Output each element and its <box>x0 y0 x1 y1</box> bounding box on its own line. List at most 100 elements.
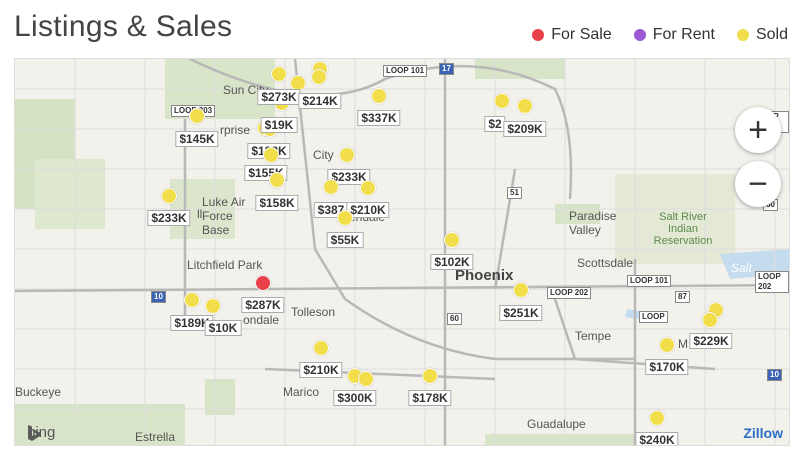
park-area <box>205 379 235 415</box>
place-salt: Salt <box>731 261 752 275</box>
price-tag[interactable]: $273K <box>257 89 301 105</box>
legend-sold: Sold <box>736 26 788 44</box>
sold-marker[interactable] <box>649 410 665 426</box>
sold-marker[interactable] <box>371 88 387 104</box>
sold-marker[interactable] <box>659 337 675 353</box>
map[interactable]: Sun City rprise City Glendale Luke Air F… <box>14 58 790 446</box>
price-tag[interactable]: $102K <box>430 254 474 270</box>
price-tag[interactable]: $170K <box>645 359 689 375</box>
legend-label: For Rent <box>652 26 715 43</box>
place-luke-air-force-base: Luke Air Force Base <box>202 195 246 237</box>
highway-shield: LOOP 202 <box>547 287 592 299</box>
price-tag[interactable]: $337K <box>357 110 401 126</box>
place-buckeye: Buckeye <box>15 385 62 399</box>
place-paradise-valley: Paradise Valley <box>569 209 617 237</box>
legend-for-rent: For Rent <box>633 26 715 44</box>
sold-dot-icon <box>736 29 749 41</box>
highway-shield: 10 <box>151 291 166 303</box>
place-tolleson: Tolleson <box>291 305 336 319</box>
sold-marker[interactable] <box>313 340 329 356</box>
highway-shield: LOOP 101 <box>627 275 672 287</box>
price-tag[interactable]: $55K <box>326 232 364 248</box>
price-tag[interactable]: $233K <box>327 169 371 185</box>
highway-shield: 87 <box>675 291 690 303</box>
sold-marker[interactable] <box>422 368 438 384</box>
place-sun-city: Sun City <box>223 83 269 97</box>
sold-marker[interactable] <box>337 210 353 226</box>
price-tag[interactable]: $210K <box>299 362 343 378</box>
zoom-in-button[interactable]: + <box>735 107 781 153</box>
sold-marker[interactable] <box>263 147 279 163</box>
place-litchfield-park: Litchfield Park <box>187 258 263 272</box>
place-salt-river: Salt River Indian Reservation <box>653 211 713 247</box>
price-tag[interactable]: $178K <box>408 390 452 406</box>
price-tag[interactable]: $189K <box>170 315 214 331</box>
highway-shield: 51 <box>507 187 522 199</box>
legend-for-sale: For Sale <box>532 26 612 44</box>
price-tag[interactable]: $229K <box>689 333 733 349</box>
sold-marker[interactable] <box>205 298 221 314</box>
sold-marker[interactable] <box>269 172 285 188</box>
place-estrella: Estrella <box>135 430 176 444</box>
price-tag[interactable]: $145K <box>175 131 219 147</box>
map-base <box>15 59 789 445</box>
sold-marker[interactable] <box>360 180 376 196</box>
page-title: Listings & Sales <box>14 10 233 43</box>
for-rent-dot-icon <box>633 29 646 41</box>
place-city: City <box>313 148 334 162</box>
price-tag[interactable]: $300K <box>333 390 377 406</box>
sold-marker[interactable] <box>444 232 460 248</box>
highway-shield: 17 <box>439 63 454 75</box>
sold-marker[interactable] <box>184 292 200 308</box>
sold-marker[interactable] <box>271 66 287 82</box>
park-area <box>15 404 185 445</box>
highway-shield: 10 <box>767 369 782 381</box>
sold-marker[interactable] <box>161 188 177 204</box>
sold-marker[interactable] <box>517 98 533 114</box>
place-maricopa: Marico <box>283 385 320 399</box>
price-tag[interactable]: $251K <box>499 305 543 321</box>
price-tag[interactable]: $214K <box>298 93 342 109</box>
price-tag[interactable]: $158K <box>255 195 299 211</box>
sold-marker[interactable] <box>189 108 205 124</box>
bing-attribution: bing <box>27 424 55 441</box>
highway-shield: LOOP 202 <box>755 271 789 293</box>
price-tag[interactable]: $19K <box>260 117 298 133</box>
zillow-logo: Zillow <box>743 425 783 441</box>
price-tag[interactable]: $210K <box>346 202 390 218</box>
price-tag[interactable]: $209K <box>503 121 547 137</box>
zoom-out-button[interactable]: − <box>735 161 781 207</box>
place-tempe: Tempe <box>575 329 612 343</box>
bing-logo-icon <box>28 425 40 441</box>
sold-marker[interactable] <box>513 282 529 298</box>
place-phoenix: Phoenix <box>455 267 514 284</box>
for-sale-marker[interactable] <box>255 275 271 291</box>
place-surprise: rprise <box>220 123 251 137</box>
sold-marker[interactable] <box>702 312 718 328</box>
highway-shield: LOOP 101 <box>383 65 428 77</box>
price-tag[interactable]: $10K <box>204 320 242 336</box>
sold-marker[interactable] <box>339 147 355 163</box>
price-tag[interactable]: $2 <box>484 116 506 132</box>
sold-marker[interactable] <box>494 93 510 109</box>
park-area <box>35 159 105 229</box>
zillow-label: Zillow <box>743 425 783 441</box>
park-area <box>485 434 635 445</box>
place-m: M <box>678 337 688 351</box>
legend-label: For Sale <box>551 26 612 43</box>
sold-marker[interactable] <box>323 179 339 195</box>
for-sale-dot-icon <box>532 29 545 41</box>
place-ll: ll <box>197 207 203 221</box>
price-tag[interactable]: $240K <box>635 432 679 445</box>
highway-shield: LOOP <box>639 311 668 323</box>
price-tag[interactable]: $233K <box>147 210 191 226</box>
sold-marker[interactable] <box>311 69 327 85</box>
price-tag[interactable]: $287K <box>241 297 285 313</box>
sold-marker[interactable] <box>358 371 374 387</box>
place-scottsdale: Scottsdale <box>577 256 634 270</box>
highway-shield: 60 <box>447 313 462 325</box>
place-avondale: ondale <box>243 313 280 327</box>
place-guadalupe: Guadalupe <box>527 417 586 431</box>
legend-label: Sold <box>755 26 788 43</box>
park-area <box>475 59 565 79</box>
